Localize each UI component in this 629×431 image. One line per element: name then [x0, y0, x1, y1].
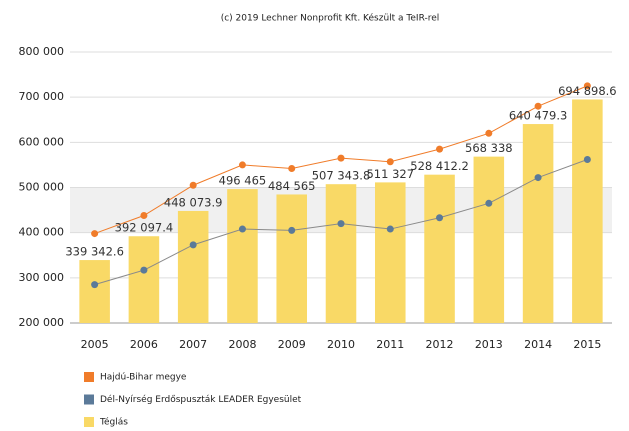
y-tick-label: 700 000	[19, 90, 65, 103]
line-marker	[534, 174, 542, 182]
x-tick-label: 2011	[376, 338, 404, 351]
line-marker	[288, 226, 296, 234]
line-marker	[238, 225, 246, 233]
line-marker	[238, 161, 246, 169]
y-tick-label: 200 000	[19, 316, 65, 329]
data-label: 528 412.2	[410, 159, 469, 173]
line-marker	[485, 129, 493, 137]
line-marker	[337, 220, 345, 228]
chart-title: (c) 2019 Lechner Nonprofit Kft. Készült …	[221, 13, 440, 24]
line-marker	[583, 155, 591, 163]
line-marker	[386, 225, 394, 233]
data-label: 484 565	[268, 179, 316, 193]
bar	[572, 99, 603, 324]
bar	[128, 236, 160, 323]
legend-label: Dél-Nyírség Erdőspuszták LEADER Egyesüle…	[100, 394, 302, 405]
bar	[522, 124, 554, 323]
data-label: 392 097.4	[115, 221, 174, 235]
x-tick-label: 2015	[573, 338, 601, 351]
line-marker	[91, 230, 99, 238]
bar	[276, 194, 308, 323]
y-tick-label: 800 000	[19, 45, 65, 58]
line-marker	[436, 145, 444, 153]
data-label: 640 479.3	[509, 109, 568, 123]
x-tick-label: 2012	[426, 338, 454, 351]
y-tick-label: 600 000	[19, 135, 65, 148]
line-marker	[583, 82, 591, 90]
legend-swatch	[84, 417, 94, 427]
x-tick-label: 2006	[130, 338, 158, 351]
line-marker	[140, 266, 148, 274]
data-label: 339 342.6	[65, 245, 124, 259]
bar	[374, 182, 406, 323]
bar	[177, 210, 209, 323]
line-marker	[91, 281, 99, 289]
data-label: 448 073.9	[164, 195, 223, 209]
line-marker	[337, 154, 345, 162]
bar	[473, 156, 505, 323]
data-label: 496 465	[219, 174, 267, 188]
legend-label: Hajdú-Bihar megye	[100, 373, 187, 383]
x-tick-label: 2013	[475, 338, 503, 351]
line-marker	[140, 212, 148, 220]
data-label: 568 338	[465, 141, 513, 155]
line-marker	[189, 241, 197, 249]
y-tick-label: 400 000	[19, 226, 65, 239]
y-tick-label: 300 000	[19, 271, 65, 284]
line-marker	[386, 158, 394, 166]
x-tick-label: 2010	[327, 338, 355, 351]
line-marker	[189, 181, 197, 189]
line-marker	[288, 165, 296, 173]
data-label: 507 343.8	[312, 169, 371, 183]
line-marker	[534, 102, 542, 110]
grid-band	[70, 97, 612, 143]
x-tick-label: 2009	[278, 338, 306, 351]
x-tick-label: 2007	[179, 338, 207, 351]
line-marker	[485, 199, 493, 207]
legend-swatch	[84, 394, 94, 405]
legend-label: Téglás	[99, 417, 128, 428]
line-marker	[436, 214, 444, 222]
bar	[79, 260, 110, 323]
y-tick-label: 500 000	[19, 181, 65, 194]
data-label: 694 898.6	[558, 84, 617, 98]
legend-swatch	[84, 372, 94, 382]
bar	[424, 174, 455, 323]
bar	[227, 189, 258, 323]
x-tick-label: 2005	[81, 338, 109, 351]
bar	[325, 184, 357, 323]
x-tick-label: 2008	[228, 338, 256, 351]
x-tick-label: 2014	[524, 338, 552, 351]
data-label: 511 327	[366, 167, 414, 181]
